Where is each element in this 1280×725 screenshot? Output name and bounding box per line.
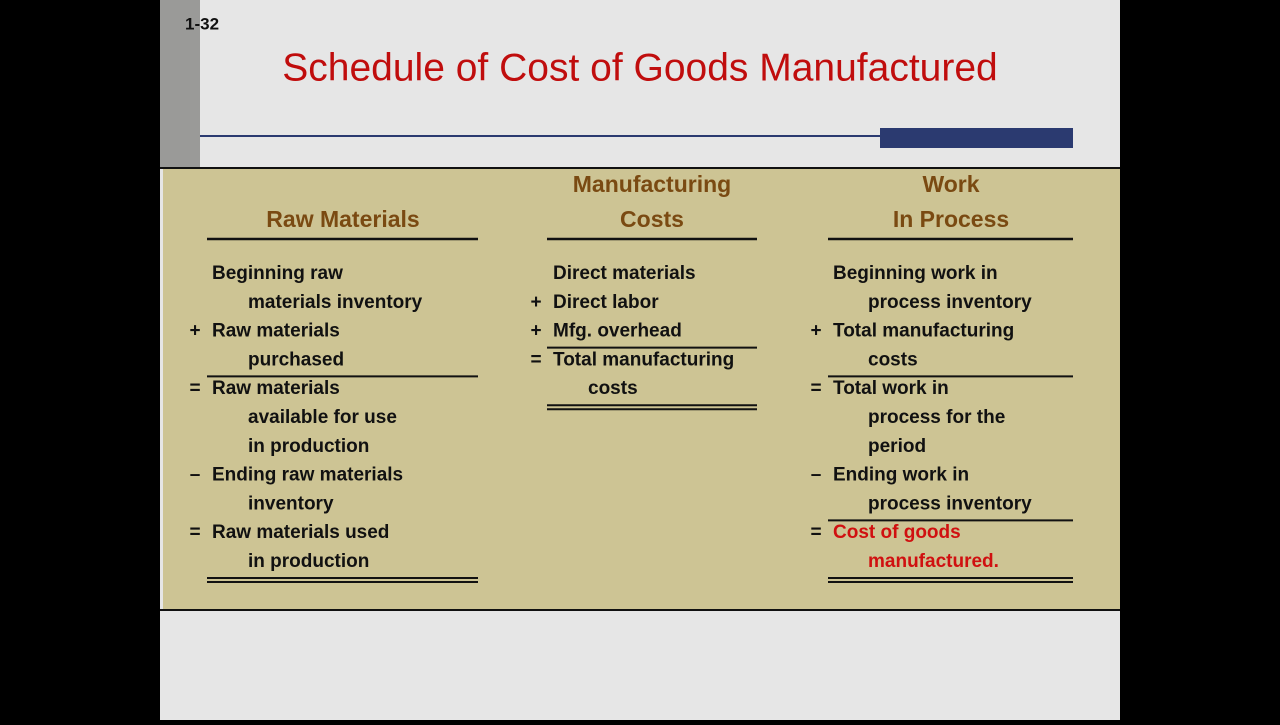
- column-header: Raw Materials: [266, 206, 419, 232]
- side-bar: [160, 0, 200, 167]
- title-block: [880, 128, 1073, 148]
- line-item: Beginning work in: [833, 263, 998, 284]
- column-header: Manufacturing: [573, 171, 731, 197]
- line-item: costs: [588, 378, 638, 399]
- slide-number: 1-32: [185, 14, 219, 33]
- line-item: process inventory: [868, 292, 1032, 313]
- line-item: Mfg. overhead: [553, 321, 682, 342]
- line-item: process for the: [868, 407, 1005, 428]
- line-item: costs: [868, 349, 918, 370]
- operator: =: [810, 522, 821, 543]
- line-item: Total manufacturing: [833, 321, 1014, 342]
- operator: +: [530, 321, 541, 342]
- column-header: Costs: [620, 206, 684, 232]
- line-item: Beginning raw: [212, 263, 343, 284]
- operator: –: [190, 465, 201, 486]
- operator: +: [189, 321, 200, 342]
- line-item: period: [868, 436, 926, 457]
- operator: +: [530, 292, 541, 313]
- line-item: Cost of goods: [833, 522, 961, 543]
- operator: +: [810, 321, 821, 342]
- line-item: Raw materials used: [212, 522, 389, 543]
- operator: –: [811, 465, 822, 486]
- line-item: in production: [248, 436, 369, 457]
- line-item: Direct labor: [553, 292, 659, 313]
- column-header: In Process: [893, 206, 1009, 232]
- operator: =: [189, 522, 200, 543]
- line-item: process inventory: [868, 493, 1032, 514]
- line-item: Total work in: [833, 378, 949, 399]
- columns: Raw Materials Beginning raw materials inve…: [189, 171, 1073, 583]
- line-item: Total manufacturing: [553, 349, 734, 370]
- line-item: materials inventory: [248, 292, 423, 313]
- operator: =: [530, 349, 541, 370]
- column-header: Work: [922, 171, 979, 197]
- line-item: purchased: [248, 349, 344, 370]
- operator: =: [189, 378, 200, 399]
- line-item: manufactured.: [868, 551, 999, 572]
- operator: =: [810, 378, 821, 399]
- line-item: Raw materials: [212, 321, 340, 342]
- line-item: Direct materials: [553, 263, 696, 284]
- line-item: in production: [248, 551, 369, 572]
- slide-title: Schedule of Cost of Goods Manufactured: [282, 46, 997, 89]
- line-item: Raw materials: [212, 378, 340, 399]
- line-item: available for use: [248, 407, 397, 428]
- line-item: inventory: [248, 493, 334, 514]
- panel: [163, 168, 1120, 610]
- line-item: Ending raw materials: [212, 465, 403, 486]
- line-item: Ending work in: [833, 465, 969, 486]
